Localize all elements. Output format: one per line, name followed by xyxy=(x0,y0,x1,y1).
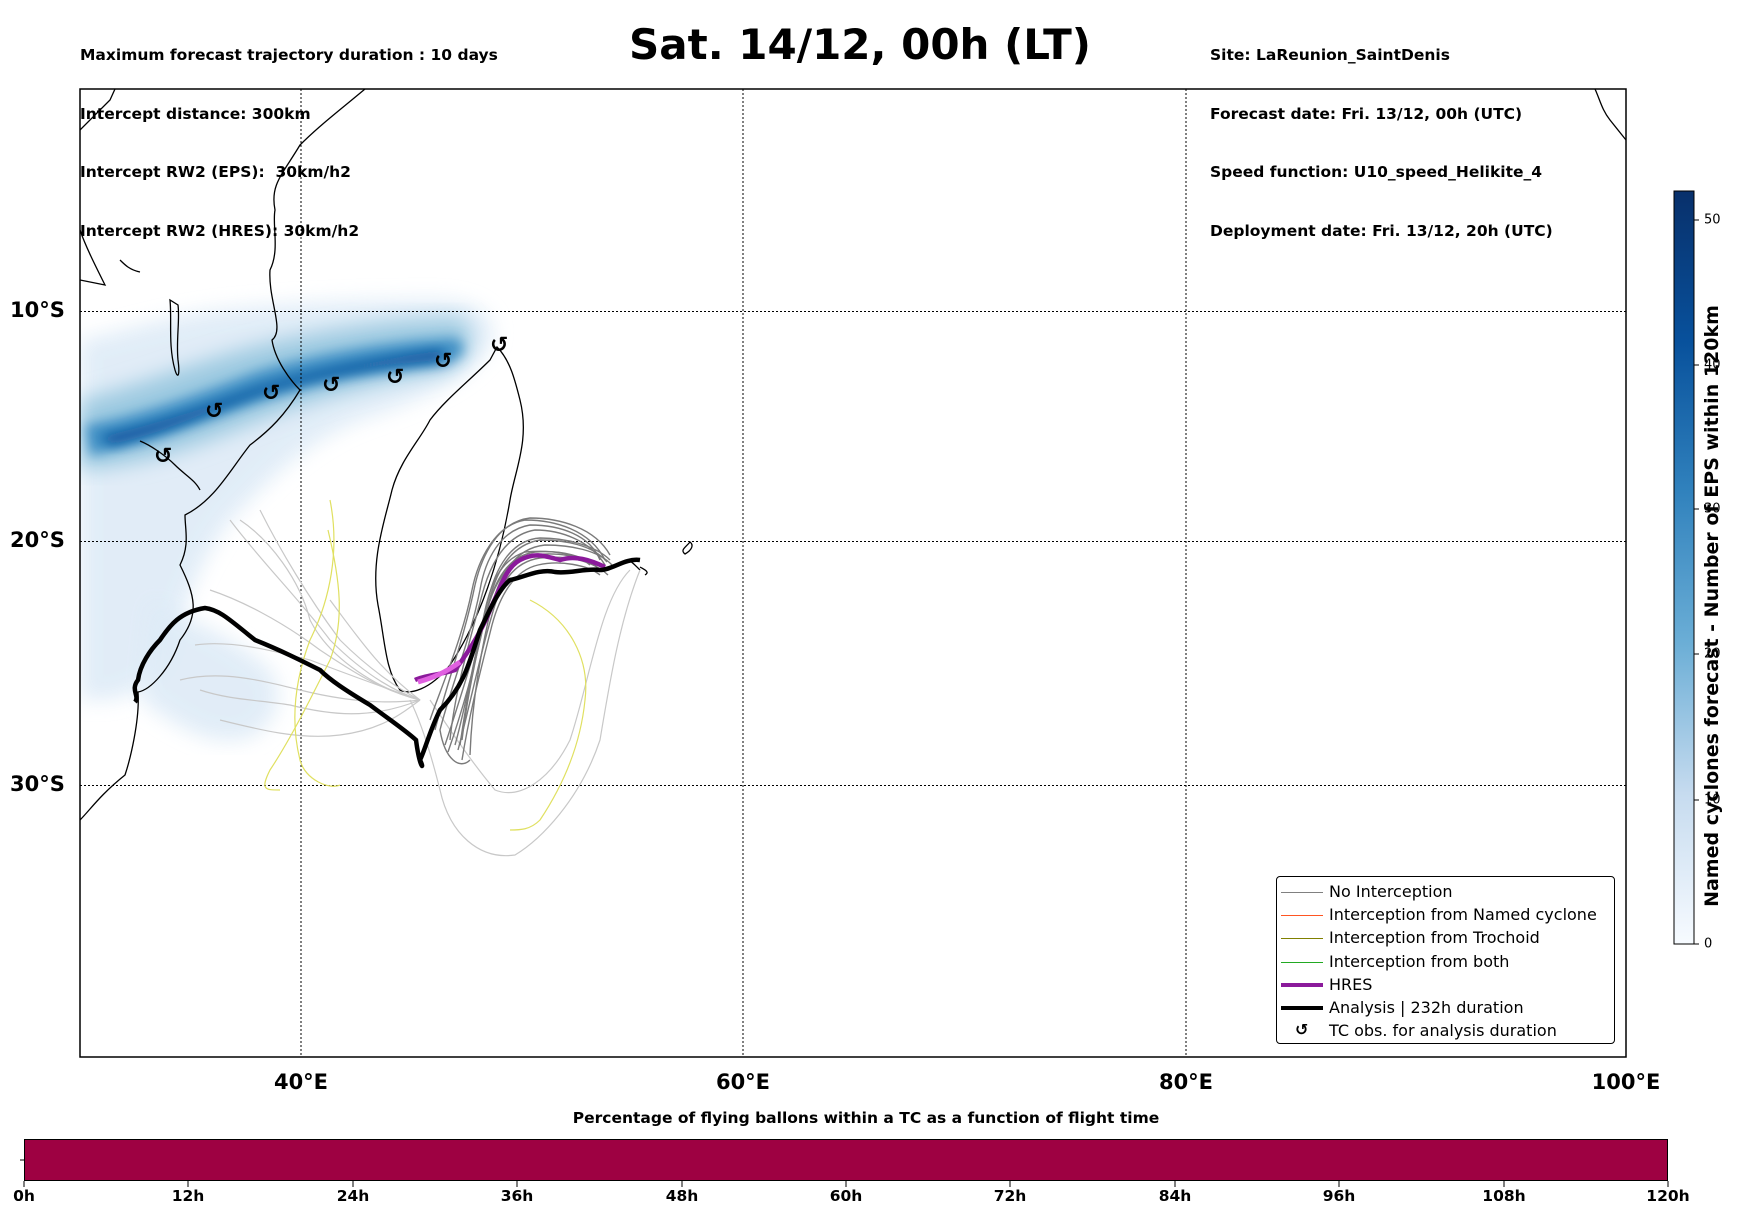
tc-marker-icon: ↺ xyxy=(205,399,223,424)
colorbar-tick: 50 xyxy=(1704,212,1721,228)
trochoid-curves xyxy=(264,499,587,831)
lat-label-20s: 20°S xyxy=(10,528,65,552)
map-frame xyxy=(79,88,1627,1058)
tc-marker-icon: ↺ xyxy=(490,333,508,358)
forecast-date-text: Forecast date: Fri. 13/12, 00h (UTC) xyxy=(1210,104,1523,123)
flight-bar-tick-label: 120h xyxy=(1646,1187,1690,1205)
legend-line-green xyxy=(1281,961,1323,963)
colorbar-tick: 30 xyxy=(1704,501,1721,517)
legend-item: HRES xyxy=(1277,974,1614,997)
colorbar-tick: 0 xyxy=(1704,936,1713,952)
flight-bar-tick-label: 72h xyxy=(993,1187,1027,1205)
legend-line-orange xyxy=(1281,915,1323,917)
flight-bar-tick-label: 84h xyxy=(1158,1187,1192,1205)
speed-function-text: Speed function: U10_speed_Helikite_4 xyxy=(1210,163,1543,181)
legend-line-grey xyxy=(1281,892,1323,893)
legend-item: Interception from Named cyclone xyxy=(1277,904,1614,927)
map-legend: No Interception Interception from Named … xyxy=(1276,876,1615,1044)
hres-trajectory xyxy=(413,553,606,683)
flight-bar-tick-label: 0h xyxy=(13,1187,35,1205)
flight-bar-tick-label: 108h xyxy=(1482,1187,1526,1205)
flight-bar-tick-label: 12h xyxy=(171,1187,205,1205)
lon-label-40e: 40°E xyxy=(273,1070,329,1094)
map-layers: ↺ ↺ ↺ ↺ ↺ ↺ ↺ xyxy=(80,89,1626,1057)
colorbar-tick: 10 xyxy=(1704,792,1721,808)
legend-line-olive xyxy=(1281,938,1323,940)
flight-bar-title: Percentage of flying ballons within a TC… xyxy=(572,1109,1160,1127)
tc-marker-icon: ↺ xyxy=(386,365,404,390)
flight-bar-tick-label: 60h xyxy=(829,1187,863,1205)
lat-label-30s: 30°S xyxy=(10,772,65,796)
legend-item: Interception from both xyxy=(1277,951,1614,974)
no-interception-trajectories xyxy=(179,509,641,857)
flight-bar-tick-label: 48h xyxy=(665,1187,699,1205)
page-title: Sat. 14/12, 00h (LT) xyxy=(629,20,1091,69)
legend-label: Analysis | 232h duration xyxy=(1329,997,1524,1017)
tc-marker-icon: ↺ xyxy=(1295,1020,1309,1040)
density-colorbar xyxy=(1673,190,1699,945)
deployment-date-text: Deployment date: Fri. 13/12, 20h (UTC) xyxy=(1210,221,1553,240)
legend-line-black xyxy=(1281,1005,1323,1010)
legend-label: Interception from Named cyclone xyxy=(1329,905,1597,925)
intercept-eps-text: Intercept RW2 (EPS): 30km/h2 xyxy=(80,163,351,181)
flight-bar-ticks xyxy=(20,1159,1669,1187)
legend-label: Interception from Trochoid xyxy=(1329,928,1540,948)
tc-marker-icon: ↺ xyxy=(322,373,340,398)
analysis-trajectory xyxy=(132,557,641,769)
coastlines xyxy=(80,89,1626,821)
tc-marker-icon: ↺ xyxy=(154,444,172,469)
legend-label: TC obs. for analysis duration xyxy=(1329,1021,1557,1041)
flight-bar-tick-label: 96h xyxy=(1322,1187,1356,1205)
intercept-hres-text: Intercept RW2 (HRES): 30km/h2 xyxy=(80,221,360,240)
colorbar-title: Named cyclones forecast - Number of EPS … xyxy=(1701,305,1723,907)
legend-item: Analysis | 232h duration xyxy=(1277,997,1614,1020)
lon-label-80e: 80°E xyxy=(1158,1070,1214,1094)
legend-line-purple xyxy=(1281,982,1323,987)
site-text: Site: LaReunion_SaintDenis xyxy=(1210,46,1450,64)
legend-label: Interception from both xyxy=(1329,951,1510,971)
cyclone-density-field xyxy=(80,300,493,741)
max-duration-text: Maximum forecast trajectory duration : 1… xyxy=(80,46,498,64)
flight-bar-tick-label: 24h xyxy=(336,1187,370,1205)
header-right-info: Site: LaReunion_SaintDenis Forecast date… xyxy=(1210,7,1553,261)
lat-label-10s: 10°S xyxy=(10,298,65,322)
tc-observation-markers: ↺ ↺ ↺ ↺ ↺ ↺ ↺ xyxy=(154,333,508,469)
legend-label: No Interception xyxy=(1329,882,1453,901)
flight-bar-tick-label: 36h xyxy=(500,1187,534,1205)
legend-item: Interception from Trochoid xyxy=(1277,927,1614,950)
hres-end-highlight xyxy=(417,659,462,685)
tc-marker-icon: ↺ xyxy=(434,349,452,374)
lon-label-100e: 100°E xyxy=(1591,1070,1661,1094)
lon-label-60e: 60°E xyxy=(715,1070,771,1094)
header-left-info: Maximum forecast trajectory duration : 1… xyxy=(80,7,498,261)
colorbar-tick: 20 xyxy=(1704,646,1721,662)
intercept-distance-text: Intercept distance: 300km xyxy=(80,104,311,123)
tc-marker-icon: ↺ xyxy=(262,381,280,406)
flight-time-bar xyxy=(24,1139,1668,1181)
legend-item: ↺ TC obs. for analysis duration xyxy=(1277,1020,1614,1043)
legend-label: HRES xyxy=(1329,974,1373,994)
colorbar-tick: 40 xyxy=(1704,357,1721,373)
legend-item: No Interception xyxy=(1277,881,1614,904)
